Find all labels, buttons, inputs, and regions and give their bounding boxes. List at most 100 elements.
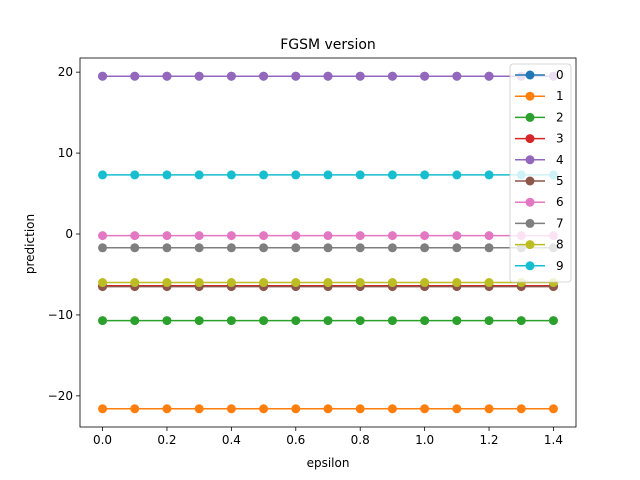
legend-marker-6 [525,197,535,207]
data-point-series-6-7 [323,231,333,241]
data-point-series-6-4 [226,231,236,241]
data-point-series-2-4 [226,316,236,326]
data-point-series-6-12 [484,231,494,241]
data-point-series-4-1 [130,71,140,81]
data-point-series-1-10 [420,404,430,414]
data-point-series-1-13 [516,404,526,414]
data-point-series-8-8 [355,278,365,288]
legend-label-7: 7 [556,216,564,230]
data-point-series-8-6 [291,278,301,288]
data-point-series-8-5 [259,278,269,288]
data-point-series-1-1 [130,404,140,414]
y-tick-label: −10 [48,308,73,322]
data-point-series-6-6 [291,231,301,241]
x-tick-label: 1.4 [544,433,563,447]
data-point-series-8-7 [323,278,333,288]
data-point-series-4-0 [98,71,108,81]
legend-marker-2 [525,112,535,122]
legend-label-9: 9 [556,259,564,273]
data-point-series-9-10 [420,170,430,180]
x-tick-label: 1.0 [415,433,434,447]
data-point-series-8-4 [226,278,236,288]
data-point-series-1-6 [291,404,301,414]
data-point-series-1-4 [226,404,236,414]
data-point-series-8-9 [387,278,397,288]
data-point-series-2-9 [387,316,397,326]
data-point-series-7-2 [162,243,172,253]
data-point-series-4-10 [420,71,430,81]
x-axis-label: epsilon [307,456,350,470]
data-point-series-8-0 [98,278,108,288]
data-point-series-4-11 [452,71,462,81]
legend-label-2: 2 [556,110,564,124]
data-point-series-9-7 [323,170,333,180]
data-point-series-6-2 [162,231,172,241]
data-point-series-1-8 [355,404,365,414]
data-point-series-2-0 [98,316,108,326]
data-point-series-1-14 [548,404,558,414]
data-point-series-4-3 [194,71,204,81]
data-point-series-7-7 [323,243,333,253]
data-point-series-6-9 [387,231,397,241]
data-point-series-4-5 [259,71,269,81]
data-point-series-7-12 [484,243,494,253]
data-point-series-9-5 [259,170,269,180]
legend-label-4: 4 [556,153,564,167]
x-tick-label: 0.0 [93,433,112,447]
legend-label-8: 8 [556,238,564,252]
data-point-series-9-12 [484,170,494,180]
data-point-series-8-10 [420,278,430,288]
data-point-series-4-2 [162,71,172,81]
data-point-series-2-10 [420,316,430,326]
data-point-series-2-6 [291,316,301,326]
data-point-series-6-1 [130,231,140,241]
data-point-series-8-12 [484,278,494,288]
legend-label-3: 3 [556,132,564,146]
data-point-series-2-1 [130,316,140,326]
legend-marker-4 [525,155,535,165]
legend-label-0: 0 [556,68,564,82]
data-point-series-6-8 [355,231,365,241]
legend-marker-8 [525,240,535,250]
legend-marker-9 [525,261,535,271]
y-tick-label: 0 [65,227,73,241]
x-tick-label: 0.4 [222,433,241,447]
data-point-series-9-1 [130,170,140,180]
data-point-series-4-9 [387,71,397,81]
data-point-series-1-2 [162,404,172,414]
data-point-series-7-10 [420,243,430,253]
data-point-series-1-3 [194,404,204,414]
data-point-series-9-11 [452,170,462,180]
x-tick-label: 0.8 [351,433,370,447]
data-point-series-4-12 [484,71,494,81]
legend-marker-0 [525,70,535,80]
data-point-series-7-3 [194,243,204,253]
data-point-series-8-3 [194,278,204,288]
data-point-series-1-12 [484,404,494,414]
y-tick-label: 10 [58,146,73,160]
data-point-series-7-11 [452,243,462,253]
data-point-series-8-11 [452,278,462,288]
legend-marker-5 [525,176,535,186]
data-point-series-9-3 [194,170,204,180]
x-tick-label: 0.2 [157,433,176,447]
data-point-series-1-7 [323,404,333,414]
plot-area: 0.0 0.2 0.4 0.6 0.8 1.0 1.2 1.4 −20 −10 0 10 20 0 1 2 3 4… [48,57,577,447]
data-point-series-9-0 [98,170,108,180]
data-point-series-8-1 [130,278,140,288]
data-point-series-2-11 [452,316,462,326]
data-point-series-7-4 [226,243,236,253]
data-point-series-9-2 [162,170,172,180]
data-point-series-1-9 [387,404,397,414]
y-axis-label: prediction [23,214,37,274]
data-point-series-1-0 [98,404,108,414]
data-point-series-2-7 [323,316,333,326]
x-tick-label: 0.6 [286,433,305,447]
data-point-series-2-5 [259,316,269,326]
data-point-series-4-4 [226,71,236,81]
data-point-series-4-6 [291,71,301,81]
legend-box [509,63,572,283]
data-point-series-7-9 [387,243,397,253]
data-point-series-7-5 [259,243,269,253]
data-point-series-2-13 [516,316,526,326]
